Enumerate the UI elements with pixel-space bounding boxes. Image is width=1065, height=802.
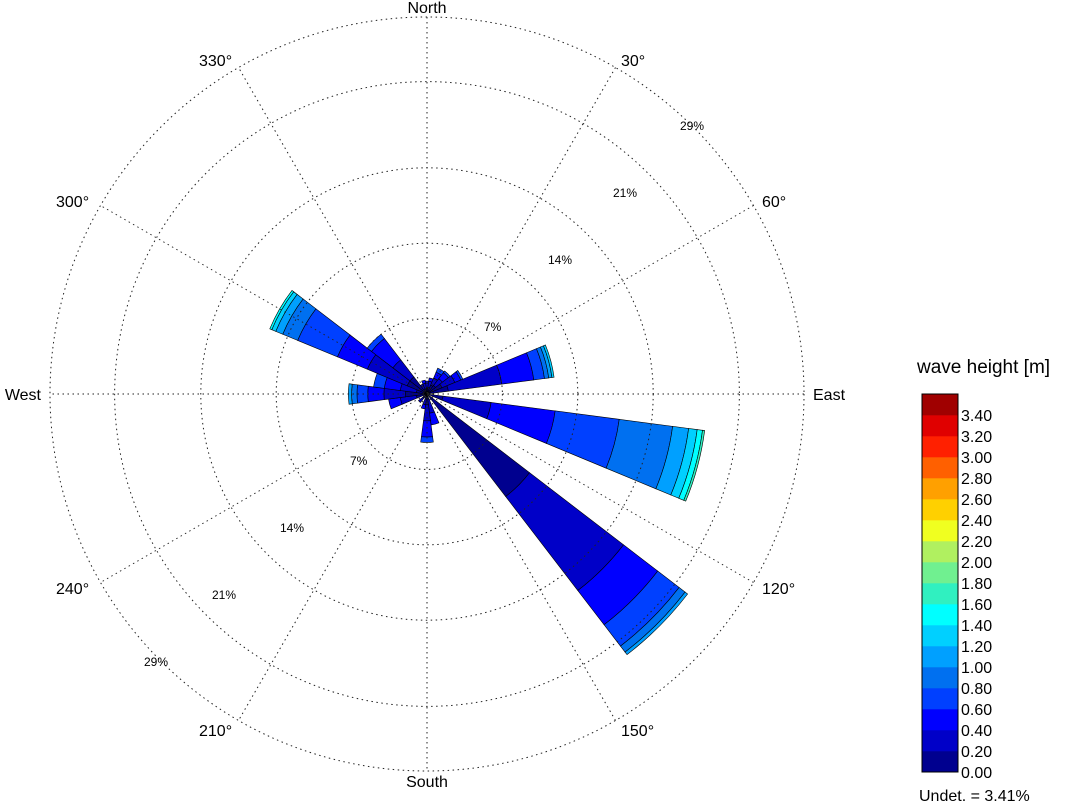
sector-105-bin-2 [486, 402, 556, 444]
label-240: 240° [56, 581, 89, 598]
ring-label-29-ne: 29% [680, 119, 704, 133]
sector-225-bin-1 [418, 396, 425, 403]
label-west: West [5, 387, 42, 404]
legend-tick-label: 0.40 [961, 723, 992, 740]
grid-spoke-150 [238, 67, 616, 721]
legend-swatch-17 [922, 394, 958, 416]
legend-tick-label: 2.40 [961, 513, 992, 530]
label-120: 120° [762, 581, 795, 598]
label-210: 210° [199, 723, 232, 740]
legend-swatch-0 [922, 751, 958, 773]
legend-swatch-7 [922, 604, 958, 626]
sector-105-bin-3 [546, 410, 620, 469]
legend-tick-label: 2.60 [961, 492, 992, 509]
legend-tick-label: 1.00 [961, 660, 992, 677]
sector-255-bin-2 [388, 397, 403, 410]
sectors-layer [269, 289, 705, 656]
label-150: 150° [621, 723, 654, 740]
legend-tick-label: 1.60 [961, 597, 992, 614]
sector-105-bin-8 [683, 429, 705, 502]
legend-swatch-4 [922, 667, 958, 689]
grid-spoke-120 [100, 205, 754, 583]
legend-swatch-3 [922, 688, 958, 710]
legend-swatch-6 [922, 625, 958, 647]
ring-label-21-sw: 21% [212, 588, 236, 602]
ring-label-14-sw: 14% [280, 521, 304, 535]
legend-swatch-15 [922, 436, 958, 458]
sector-180-bin-3 [420, 436, 434, 443]
colorbar-legend: 0.00 0.20 0.40 0.60 0.80 1.00 1.20 1.40 1.60 1.80… [921, 393, 992, 782]
sector-195-bin-2 [420, 403, 426, 410]
label-330: 330° [199, 53, 232, 70]
legend-frame [921, 393, 959, 773]
legend-tick-label: 3.40 [961, 408, 992, 425]
grid-spoke-30 [238, 67, 616, 721]
legend-tick-label: 1.40 [961, 618, 992, 635]
grid-ring-29 [114, 81, 740, 707]
legend-swatch-16 [922, 415, 958, 437]
sector-270-bin-2 [367, 385, 385, 403]
legend-tick-label: 0.80 [961, 681, 992, 698]
label-north: North [407, 0, 446, 17]
label-south: South [406, 774, 448, 791]
legend-tick-label: 2.20 [961, 534, 992, 551]
label-east: East [813, 387, 846, 404]
legend-swatch-11 [922, 520, 958, 542]
legend-tick-label: 3.20 [961, 429, 992, 446]
legend-swatch-14 [922, 457, 958, 479]
ring-label-7-ne: 7% [484, 320, 502, 334]
legend-title: wave height [m] [916, 357, 1050, 378]
legend-tick-label: 0.60 [961, 702, 992, 719]
sector-315-bin-3 [366, 333, 385, 352]
sector-195-bin-1 [422, 398, 427, 406]
ring-label-14-ne: 14% [548, 253, 572, 267]
ring-label-7-sw: 7% [350, 454, 368, 468]
legend-swatch-10 [922, 541, 958, 563]
legend-swatch-5 [922, 646, 958, 668]
legend-swatch-12 [922, 499, 958, 521]
legend-tick-label: 1.80 [961, 576, 992, 593]
label-30: 30° [621, 53, 645, 70]
legend-tick-label: 1.20 [961, 639, 992, 656]
sector-345-bin-2 [421, 379, 426, 385]
legend-tick-label: 0.00 [961, 765, 992, 782]
ring-label-29-sw: 29% [144, 655, 168, 669]
grid-spoke-60 [100, 205, 754, 583]
legend-swatch-1 [922, 730, 958, 752]
undetermined-label: Undet. = 3.41% [919, 788, 1030, 802]
label-60: 60° [762, 194, 786, 211]
legend-swatch-2 [922, 709, 958, 731]
grid-ring-7 [351, 318, 503, 470]
legend-swatch-9 [922, 562, 958, 584]
ring-label-21-ne: 21% [613, 186, 637, 200]
legend-swatch-13 [922, 478, 958, 500]
legend-tick-label: 0.20 [961, 744, 992, 761]
legend-tick-label: 3.00 [961, 450, 992, 467]
sector-135-bin-5 [624, 591, 689, 656]
sector-75-bin-6 [543, 344, 555, 378]
legend-swatch-8 [922, 583, 958, 605]
sector-300-bin-7 [269, 289, 295, 331]
label-300: 300° [56, 194, 89, 211]
polar-grid [49, 16, 805, 772]
legend-tick-label: 2.80 [961, 471, 992, 488]
legend-tick-label: 2.00 [961, 555, 992, 572]
